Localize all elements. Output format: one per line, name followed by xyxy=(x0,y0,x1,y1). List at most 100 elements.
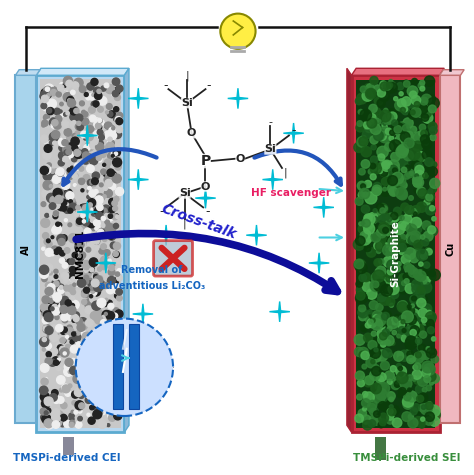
Circle shape xyxy=(376,229,383,236)
Circle shape xyxy=(411,105,420,114)
Circle shape xyxy=(389,405,393,408)
Circle shape xyxy=(90,160,95,166)
Circle shape xyxy=(99,407,103,411)
Circle shape xyxy=(371,383,382,394)
Circle shape xyxy=(77,120,80,123)
Circle shape xyxy=(107,142,114,150)
Circle shape xyxy=(94,273,98,277)
Circle shape xyxy=(61,299,69,308)
Circle shape xyxy=(428,122,437,131)
Circle shape xyxy=(91,137,98,145)
Circle shape xyxy=(412,177,418,182)
Circle shape xyxy=(98,158,102,162)
Circle shape xyxy=(76,360,82,365)
Circle shape xyxy=(87,242,91,246)
Circle shape xyxy=(383,83,391,90)
Circle shape xyxy=(97,130,103,135)
Circle shape xyxy=(52,226,60,234)
Circle shape xyxy=(96,212,103,219)
Circle shape xyxy=(410,126,417,133)
Circle shape xyxy=(82,118,89,125)
Circle shape xyxy=(56,115,61,120)
Circle shape xyxy=(385,231,390,236)
Circle shape xyxy=(98,276,102,281)
Circle shape xyxy=(92,163,101,172)
Circle shape xyxy=(418,419,425,427)
Circle shape xyxy=(108,412,114,419)
Circle shape xyxy=(45,84,54,93)
Circle shape xyxy=(102,237,107,241)
Circle shape xyxy=(45,391,54,400)
Circle shape xyxy=(355,260,363,268)
Circle shape xyxy=(105,223,114,232)
Circle shape xyxy=(383,245,393,256)
Circle shape xyxy=(91,389,100,398)
Circle shape xyxy=(115,257,121,263)
Circle shape xyxy=(49,203,56,209)
Polygon shape xyxy=(347,68,352,432)
Circle shape xyxy=(96,309,102,316)
Circle shape xyxy=(52,307,60,315)
Text: O: O xyxy=(187,128,196,138)
Circle shape xyxy=(64,76,73,86)
Circle shape xyxy=(71,345,78,353)
Circle shape xyxy=(79,382,86,390)
Circle shape xyxy=(60,102,63,106)
Circle shape xyxy=(62,121,69,128)
Circle shape xyxy=(411,206,420,214)
Circle shape xyxy=(111,284,120,293)
Circle shape xyxy=(419,80,425,86)
Circle shape xyxy=(96,280,105,289)
Circle shape xyxy=(116,157,121,162)
Circle shape xyxy=(46,87,50,91)
Circle shape xyxy=(42,165,51,174)
Circle shape xyxy=(98,119,102,123)
Circle shape xyxy=(363,219,370,227)
Circle shape xyxy=(414,270,425,281)
Circle shape xyxy=(377,88,388,99)
Circle shape xyxy=(424,200,430,206)
Circle shape xyxy=(399,215,404,220)
Circle shape xyxy=(426,272,430,276)
Circle shape xyxy=(42,91,50,99)
Circle shape xyxy=(88,378,95,385)
Circle shape xyxy=(71,408,76,412)
Circle shape xyxy=(78,371,83,376)
Circle shape xyxy=(114,197,119,202)
Circle shape xyxy=(407,375,413,381)
Circle shape xyxy=(116,397,120,401)
Circle shape xyxy=(115,329,124,338)
Circle shape xyxy=(372,217,378,223)
Circle shape xyxy=(77,114,82,118)
Circle shape xyxy=(87,269,91,273)
Circle shape xyxy=(112,408,119,415)
Circle shape xyxy=(43,171,52,180)
Circle shape xyxy=(399,388,406,395)
Circle shape xyxy=(83,287,90,293)
Circle shape xyxy=(56,222,60,226)
Circle shape xyxy=(92,93,95,96)
Circle shape xyxy=(68,335,73,340)
Circle shape xyxy=(62,385,70,393)
Circle shape xyxy=(107,424,110,427)
Circle shape xyxy=(366,237,372,242)
Circle shape xyxy=(383,228,389,233)
Circle shape xyxy=(389,246,395,252)
Circle shape xyxy=(368,310,372,314)
Circle shape xyxy=(395,188,403,195)
Circle shape xyxy=(52,120,58,126)
Circle shape xyxy=(410,253,419,263)
Circle shape xyxy=(94,207,103,216)
Circle shape xyxy=(386,297,395,306)
Circle shape xyxy=(413,212,417,216)
Circle shape xyxy=(383,113,394,124)
Circle shape xyxy=(389,79,392,83)
Circle shape xyxy=(365,222,376,233)
Circle shape xyxy=(93,169,97,173)
Circle shape xyxy=(106,143,114,151)
Circle shape xyxy=(364,121,371,129)
Circle shape xyxy=(55,360,60,364)
Circle shape xyxy=(378,225,389,236)
Circle shape xyxy=(411,279,423,290)
Circle shape xyxy=(109,334,118,342)
